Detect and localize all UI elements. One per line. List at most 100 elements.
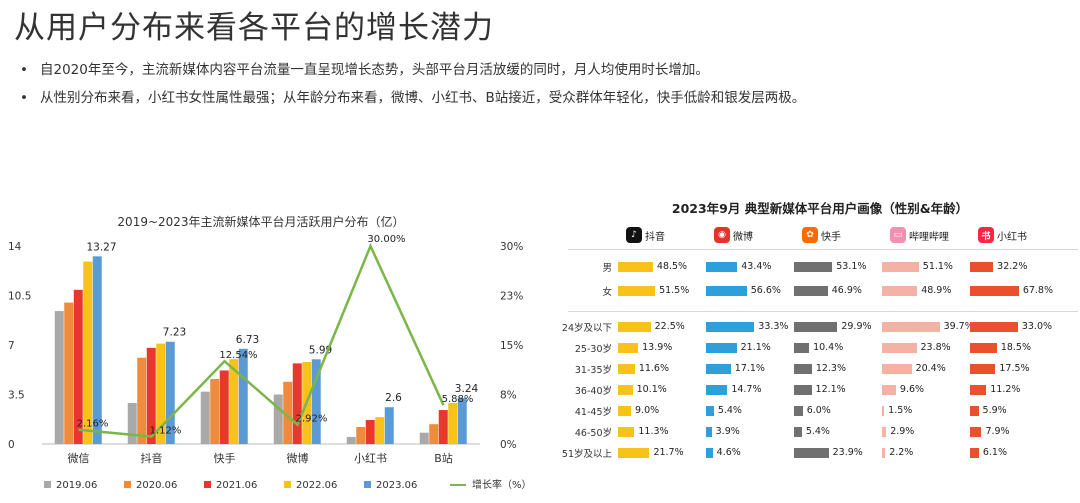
profile-value-label: 33.3%: [758, 321, 789, 332]
profile-bar: [706, 322, 755, 332]
growth-rate-line: [78, 242, 445, 438]
profile-value-label: 10.4%: [813, 342, 844, 353]
profile-value-label: 6.1%: [982, 447, 1007, 458]
profile-value-label: 29.9%: [841, 321, 872, 332]
profile-value-label: 11.3%: [638, 426, 669, 437]
y2-tick-label: 23%: [500, 291, 523, 303]
profile-bar: [882, 262, 919, 272]
bar: [229, 359, 239, 444]
bar: [73, 289, 83, 444]
legend-label: 2021.06: [216, 480, 257, 491]
profile-bar: [794, 427, 802, 437]
profile-value-label: 23.8%: [920, 342, 951, 353]
y-tick-label: 0: [8, 439, 15, 451]
platform-header: 书小红书: [978, 226, 1027, 244]
profile-value-label: 67.8%: [1022, 285, 1053, 296]
profile-bar: [618, 406, 632, 416]
mau-chart-title: 2019~2023年主流新媒体平台月活跃用户分布（亿）: [117, 214, 404, 229]
y2-tick-label: 30%: [500, 241, 523, 253]
profile-value-label: 22.5%: [654, 321, 685, 332]
row-label: 41-45岁: [574, 407, 612, 418]
profile-value-label: 17.1%: [734, 363, 765, 374]
profile-bar: [970, 385, 987, 395]
bar: [438, 410, 448, 444]
profile-bar: [882, 427, 887, 437]
profile-bar: [794, 385, 812, 395]
line-value-label: 2.92%: [296, 414, 328, 425]
row-label: 36-40岁: [574, 386, 612, 397]
profile-bar: [706, 343, 737, 353]
legend-label: 2023.06: [376, 480, 417, 491]
profile-value-label: 12.3%: [815, 363, 847, 374]
user-profile-chart: 2023年9月 典型新媒体平台用户画像（性别&年龄） ♪ 抖音 ◉ 微博 ✿ 快手 ▭ 哔哩哔…: [560, 192, 1080, 503]
profile-bar: [882, 448, 886, 458]
legend-swatch: [44, 481, 51, 488]
profile-value-label: 3.9%: [715, 426, 740, 437]
profile-value-label: 32.2%: [997, 261, 1028, 272]
profile-value-label: 46.9%: [831, 285, 862, 296]
profile-chart-title: 2023年9月 典型新媒体平台用户画像（性别&年龄）: [671, 201, 969, 216]
profile-bar: [882, 406, 885, 416]
profile-bar: [618, 385, 633, 395]
profile-value-label: 11.2%: [990, 384, 1021, 395]
profile-bar: [882, 343, 917, 353]
bullet-text: 从性别分布来看，小红书女性属性最强；从年龄分布来看，微博、小红书、B站接近，受众…: [40, 90, 806, 106]
page-title: 从用户分布来看各平台的增长潜力: [14, 10, 494, 46]
bar: [292, 363, 302, 444]
bar: [146, 347, 156, 444]
legend-label: 2020.06: [136, 480, 177, 491]
bar-value-label: 2.6: [385, 392, 402, 404]
profile-value-label: 7.9%: [985, 426, 1010, 437]
bar: [210, 378, 220, 444]
bar: [238, 348, 248, 444]
line-value-label: 30.00%: [367, 234, 405, 245]
profile-bar: [794, 286, 828, 296]
x-tick-label: 微信: [68, 451, 90, 465]
bullet-list: • 自2020年至今，主流新媒体内容平台流量一直呈现增长态势，头部平台月活放缓的…: [20, 60, 805, 116]
legend-swatch: [364, 481, 371, 488]
bar: [283, 381, 293, 444]
platform-name: 小红书: [997, 231, 1027, 243]
row-label: 25-30岁: [574, 344, 612, 355]
bar: [448, 402, 458, 444]
profile-value-label: 13.9%: [642, 342, 673, 353]
bullet-dot: •: [20, 62, 28, 78]
line-value-label: 2.16%: [77, 419, 109, 430]
profile-bar: [882, 385, 896, 395]
platform-header: ♪ 抖音: [626, 226, 665, 244]
bar: [165, 341, 175, 444]
profile-bar: [706, 286, 747, 296]
platform-logo-icon: ♪: [626, 227, 642, 243]
profile-bar: [618, 262, 653, 272]
profile-bar: [794, 262, 833, 272]
bullet-item: • 从性别分布来看，小红书女性属性最强；从年龄分布来看，微博、小红书、B站接近，…: [20, 88, 805, 116]
profile-bar: [706, 364, 731, 374]
y-tick-label: 3.5: [8, 390, 25, 402]
profile-value-label: 48.5%: [656, 261, 688, 272]
row-label: 24岁及以下: [561, 323, 612, 334]
row-label: 男: [602, 263, 612, 274]
profile-value-label: 18.5%: [1000, 342, 1031, 353]
profile-bar: [618, 364, 635, 374]
bullet-dot: •: [20, 90, 28, 106]
profile-value-label: 5.4%: [805, 426, 830, 437]
profile-value-label: 12.1%: [815, 384, 846, 395]
bar: [273, 394, 283, 444]
row-label: 女: [602, 287, 612, 298]
profile-value-label: 10.1%: [636, 384, 667, 395]
row-label: 46-50岁: [574, 428, 612, 439]
bar: [384, 407, 394, 444]
divider: [568, 311, 1078, 312]
legend-label: 增长率（%）: [472, 478, 532, 491]
y-tick-label: 7: [8, 340, 15, 352]
x-tick-label: 微博: [287, 451, 309, 465]
bar: [92, 256, 102, 444]
platform-name: 微博: [733, 231, 753, 243]
y-tick-label: 14: [8, 241, 22, 253]
profile-value-label: 2.9%: [890, 426, 915, 437]
profile-value-label: 21.7%: [653, 447, 684, 458]
platform-logo-icon: ▭: [890, 227, 906, 243]
legend-swatch: [124, 481, 131, 488]
profile-bar: [794, 364, 812, 374]
profile-value-label: 1.5%: [888, 405, 913, 416]
